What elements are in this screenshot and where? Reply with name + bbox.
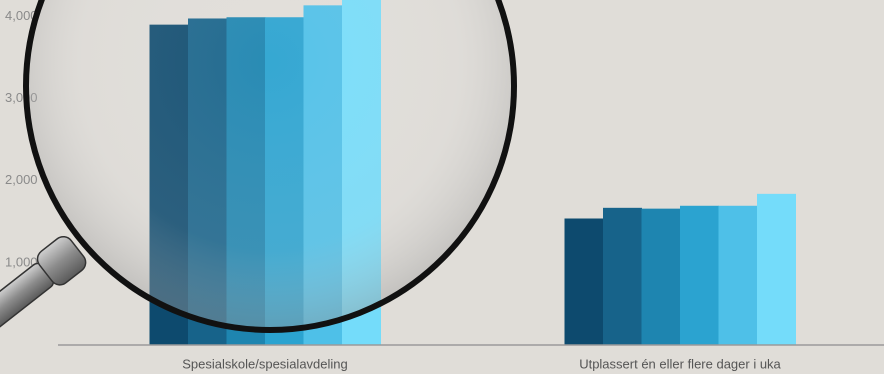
bar	[641, 208, 681, 345]
x-tick-label: Utplassert én eller flere dager i uka	[579, 356, 781, 371]
bar	[757, 193, 796, 345]
bar	[680, 205, 719, 345]
magnifier	[0, 0, 517, 333]
magnifier-collar	[36, 235, 87, 286]
y-tick-label: 2,000	[5, 172, 38, 187]
magnifier-lens	[23, 0, 517, 333]
bar	[603, 207, 642, 345]
bar	[718, 205, 758, 345]
y-tick-label: 1,000	[5, 254, 38, 269]
y-tick-label: 4,000	[5, 8, 38, 23]
bar	[564, 218, 604, 345]
x-tick-label: Spesialskole/spesialavdeling	[182, 356, 348, 371]
